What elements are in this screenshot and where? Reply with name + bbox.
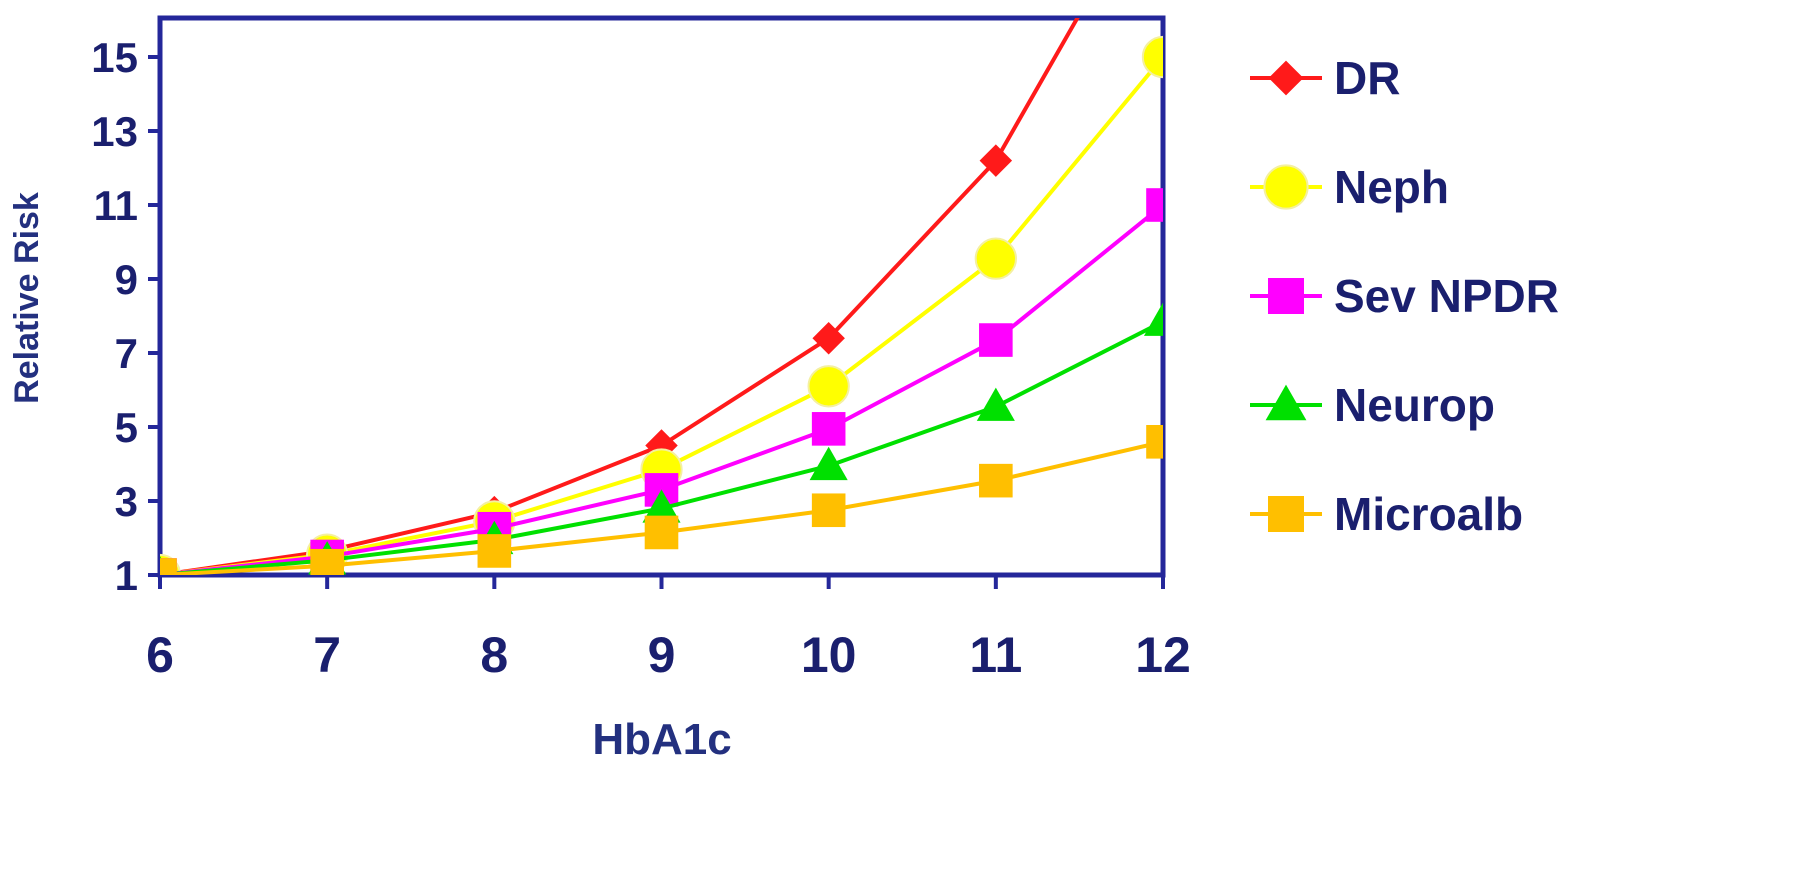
data-point: [976, 387, 1015, 421]
legend-marker: [1268, 278, 1304, 314]
legend-entry: DR: [1250, 52, 1400, 104]
y-tick-label: 3: [115, 478, 138, 525]
legend: DR Neph Sev NPDR Neurop Microalb: [1250, 52, 1559, 540]
x-tick-label: 6: [146, 627, 174, 683]
x-axis-ticks: 6 7 8 9 10 11 12: [146, 575, 1191, 683]
legend-label: Neurop: [1334, 379, 1495, 431]
data-point: [979, 323, 1013, 357]
x-tick-label: 10: [801, 627, 857, 683]
data-point: [807, 365, 850, 408]
legend-label: Sev NPDR: [1334, 270, 1559, 322]
legend-label: DR: [1334, 52, 1400, 104]
legend-label: Microalb: [1334, 488, 1523, 540]
x-tick-label: 9: [648, 627, 676, 683]
data-point: [811, 412, 846, 446]
x-axis-title: HbA1c: [592, 715, 731, 764]
data-point: [812, 321, 845, 355]
series-layer: [160, 18, 1163, 575]
data-point: [1141, 35, 1163, 79]
x-tick-label: 7: [313, 627, 341, 683]
legend-marker: [1265, 384, 1307, 421]
data-point: [979, 144, 1013, 177]
legend-entry: Sev NPDR: [1250, 270, 1559, 322]
y-tick-label: 1: [115, 552, 138, 599]
y-tick-label: 5: [115, 404, 138, 451]
data-point: [644, 515, 679, 550]
data-point: [979, 463, 1013, 498]
y-tick-label: 7: [115, 330, 138, 377]
y-tick-label: 13: [91, 108, 138, 155]
x-tick-label: 12: [1135, 627, 1191, 683]
data-point: [1146, 425, 1163, 459]
y-tick-label: 9: [115, 256, 138, 303]
y-axis-title: Relative Risk: [8, 192, 46, 404]
legend-marker: [1263, 164, 1309, 210]
data-point: [974, 237, 1017, 280]
data-point: [1146, 188, 1163, 222]
data-point: [477, 534, 512, 568]
y-tick-label: 11: [94, 182, 138, 229]
x-tick-label: 8: [480, 627, 508, 683]
legend-entry: Neurop: [1250, 379, 1495, 431]
data-point: [1143, 302, 1163, 336]
series-microalb: [160, 425, 1163, 575]
data-point: [809, 446, 848, 481]
data-point: [310, 548, 344, 575]
y-tick-label: 15: [91, 34, 138, 81]
legend-marker: [1268, 496, 1304, 532]
legend-marker: [1268, 60, 1304, 96]
x-tick-label: 11: [969, 627, 1022, 683]
data-point: [642, 489, 681, 523]
data-point: [160, 558, 177, 575]
data-point: [811, 493, 846, 528]
legend-label: Neph: [1334, 161, 1449, 213]
legend-entry: Neph: [1250, 161, 1449, 213]
legend-entry: Microalb: [1250, 488, 1523, 540]
